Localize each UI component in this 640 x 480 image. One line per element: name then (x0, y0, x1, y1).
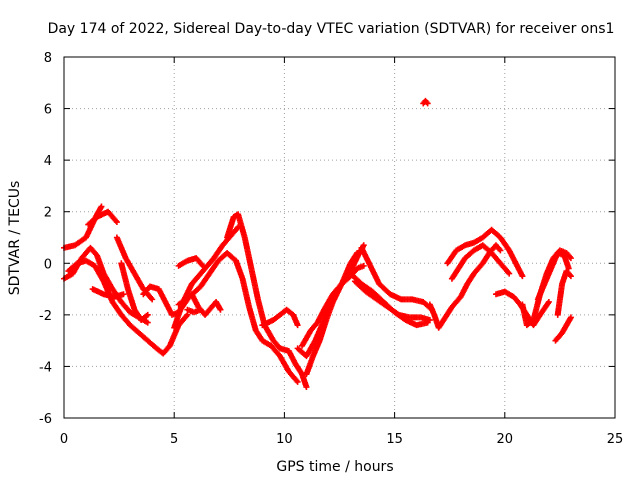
y-tick-label: 2 (44, 206, 52, 221)
series-trace-c (65, 257, 191, 357)
grid (64, 57, 615, 418)
series-trace-v (347, 270, 431, 329)
data-point (424, 100, 431, 107)
x-axis-label: GPS time / hours (276, 459, 393, 475)
series-trace-z (448, 242, 513, 282)
data-point (567, 314, 574, 321)
series-trace-a (61, 203, 105, 251)
data-point (354, 249, 361, 256)
data-point (497, 247, 504, 254)
plot-area (61, 97, 574, 391)
data-point (567, 273, 574, 280)
data-point (424, 319, 431, 326)
y-tick-label: 0 (44, 257, 52, 272)
series-trace-n (224, 211, 310, 391)
series-trace-g (118, 260, 151, 324)
data-point (545, 298, 552, 305)
x-tick-label: 15 (386, 432, 403, 447)
y-tick-label: -6 (39, 412, 52, 427)
series-trace-f (113, 234, 156, 303)
series-trace-j (175, 249, 239, 308)
y-axis-label: SDTVAR / TECUs (7, 181, 23, 296)
data-point (120, 291, 127, 298)
series-trace-o (232, 257, 301, 385)
tick-labels: 0 5 10 15 20 25 -6 -4 -2 0 2 4 6 8 (39, 51, 623, 447)
data-point (294, 322, 301, 329)
data-point (294, 378, 301, 385)
series-trace-m (188, 291, 224, 318)
x-tick-label: 5 (170, 432, 178, 447)
axis-ticks (63, 56, 616, 419)
series-trace-dd (554, 268, 574, 318)
x-tick-label: 0 (60, 432, 68, 447)
series-trace-s (303, 249, 361, 378)
series-trace-e (89, 286, 127, 300)
chart-title: Day 174 of 2022, Sidereal Day-to-day VTE… (48, 21, 615, 37)
y-tick-label: 8 (44, 51, 52, 66)
data-point (567, 255, 574, 262)
y-tick-label: 4 (44, 154, 52, 169)
data-point (113, 219, 120, 226)
data-point (144, 311, 151, 318)
data-point (303, 384, 310, 391)
x-tick-label: 25 (607, 432, 624, 447)
series-trace-t (358, 244, 436, 313)
x-tick-label: 20 (497, 432, 514, 447)
series-trace-d (85, 208, 120, 228)
y-tick-label: -2 (39, 309, 52, 324)
series-trace-w (420, 97, 431, 107)
data-point (519, 273, 526, 280)
y-tick-label: -4 (39, 360, 52, 375)
series-trace-p (259, 306, 301, 329)
data-point (144, 319, 151, 326)
data-point (149, 296, 156, 303)
data-point (184, 311, 191, 318)
data-point (360, 262, 367, 269)
y-tick-label: 6 (44, 103, 52, 118)
x-tick-label: 10 (276, 432, 293, 447)
plot-frame (63, 56, 616, 419)
data-point (217, 306, 224, 313)
data-point (199, 262, 206, 269)
series-trace-y (444, 226, 526, 280)
data-point (98, 203, 105, 210)
series-trace-x (426, 242, 504, 331)
series-trace-k (175, 255, 206, 269)
series-trace-cc (534, 249, 572, 303)
series-trace-ee (552, 314, 574, 344)
data-point (506, 270, 513, 277)
